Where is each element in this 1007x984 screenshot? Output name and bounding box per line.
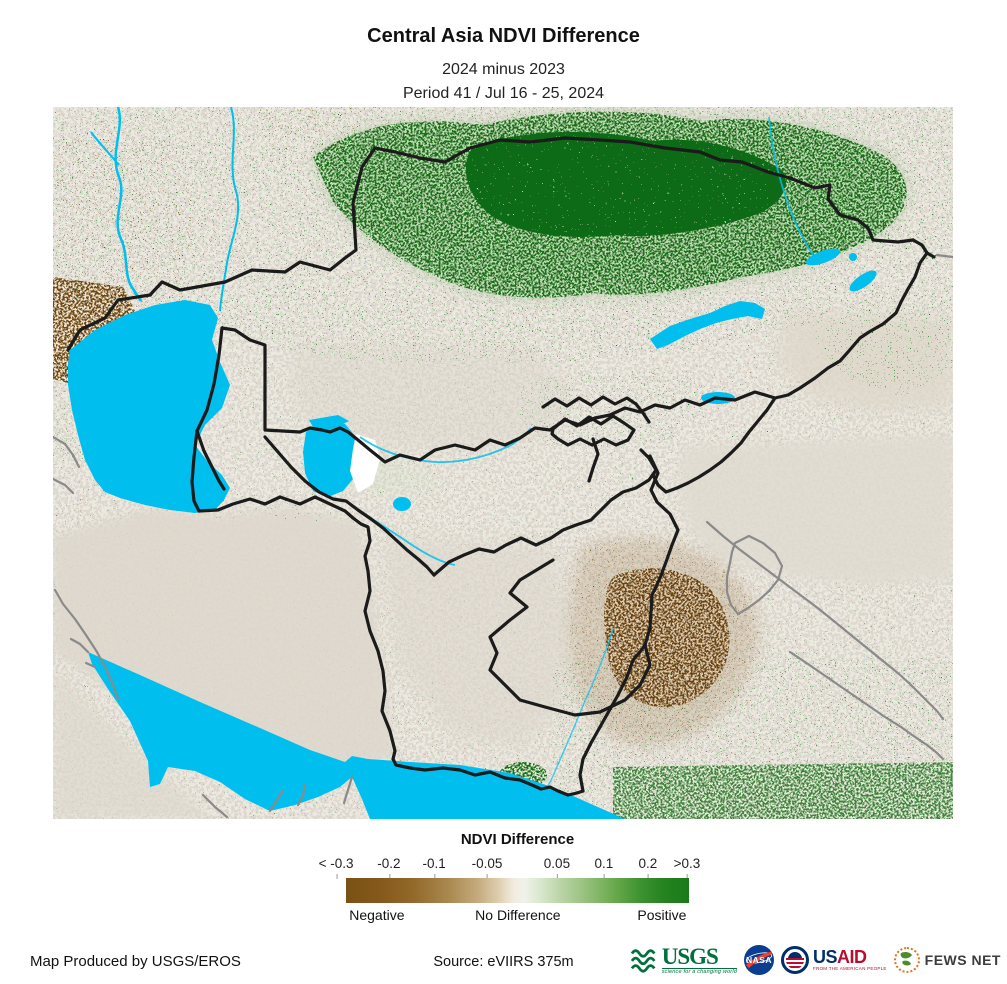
legend-tick: < -0.3: [318, 856, 354, 879]
data-source-text: Source: eVIIRS 375m: [433, 954, 574, 970]
usgs-logo: USGS science for a changing world: [630, 943, 738, 976]
tien-shan-greening: [518, 369, 704, 449]
lake-balkhash: [650, 301, 765, 349]
nasa-wordmark: NASA: [745, 955, 773, 965]
arabia-corner-region: [53, 667, 213, 819]
sarygamysh-lake: [393, 497, 411, 511]
legend-tick: 0.05: [543, 856, 571, 879]
ndvi-raster-map: [53, 107, 953, 819]
partner-logos: USGS science for a changing world NASA U…: [630, 940, 1001, 980]
aral-dried-lakebed: [350, 434, 380, 493]
legend-tick: -0.05: [471, 856, 503, 879]
usaid-tagline: FROM THE AMERICAN PEOPLE: [813, 966, 887, 972]
kazakhstan-china-border: [773, 251, 929, 400]
lake-alakol: [849, 270, 877, 292]
pakistan-india-border: [578, 454, 680, 793]
legend-tick: >0.3: [673, 856, 701, 879]
afghanistan-pakistan-border: [488, 558, 652, 717]
subtitle-period: Period 41 / Jul 16 - 25, 2024: [402, 85, 605, 102]
legend-title: NDVI Difference: [460, 831, 575, 848]
nasa-meatball-icon: NASA: [744, 945, 775, 975]
legend-tick: 0.1: [594, 856, 614, 879]
legend-gradient-bar: [346, 878, 689, 903]
page-title: Central Asia NDVI Difference: [367, 25, 640, 47]
fergana-valley-borders: [550, 414, 636, 447]
irtysh-river: [768, 116, 814, 256]
rivers: [90, 107, 814, 792]
usaid-wordmark: USAID: [813, 947, 867, 968]
afghanistan-interior-region: [383, 537, 573, 747]
legend-tick: -0.1: [422, 856, 446, 879]
nasa-logo: NASA: [744, 945, 775, 975]
ural-river: [219, 107, 240, 312]
afghanistan-north-border: [432, 448, 658, 577]
usgs-wave-icon: [630, 949, 656, 973]
ndvi-difference-map: [53, 107, 953, 819]
usgs-tagline: science for a changing world: [661, 967, 738, 975]
usaid-logo: USAID FROM THE AMERICAN PEOPLE: [781, 946, 887, 974]
persian-gulf: [88, 652, 625, 819]
kazakhstan-russia-border: [66, 136, 936, 352]
indus-river: [544, 628, 614, 792]
legend-tick-labels: < -0.3 -0.2 -0.1 -0.05 0.05 0.1 0.2 >0.3: [319, 856, 700, 879]
usaid-emblem-icon: [781, 946, 810, 974]
aral-sea: [303, 421, 360, 497]
legend-label-positive: Positive: [637, 907, 687, 923]
country-borders: [66, 136, 936, 797]
fewsnet-globe-icon: [893, 947, 920, 973]
tibet-plateau-region: [678, 435, 953, 585]
subtitle-comparison: 2024 minus 2023: [442, 61, 565, 78]
legend-tick: 0.2: [638, 856, 658, 879]
caspian-sea: [68, 300, 230, 513]
legend-category-labels: Negative No Difference Positive: [346, 907, 689, 925]
legend-label-negative: Negative: [349, 907, 405, 923]
iran-border-and-coast: [197, 495, 585, 797]
map-credit-text: Map Produced by USGS/EROS: [30, 953, 241, 970]
volga-river: [114, 107, 143, 302]
lake-zaysan: [805, 248, 841, 266]
fewsnet-logo: FEWS NET: [893, 947, 1001, 973]
legend-label-no-difference: No Difference: [475, 907, 561, 923]
usgs-wordmark: USGS: [661, 943, 719, 969]
legend-tick: -0.2: [377, 856, 401, 879]
fewsnet-wordmark: FEWS NET: [924, 952, 1001, 968]
admin-borders: [53, 253, 953, 819]
